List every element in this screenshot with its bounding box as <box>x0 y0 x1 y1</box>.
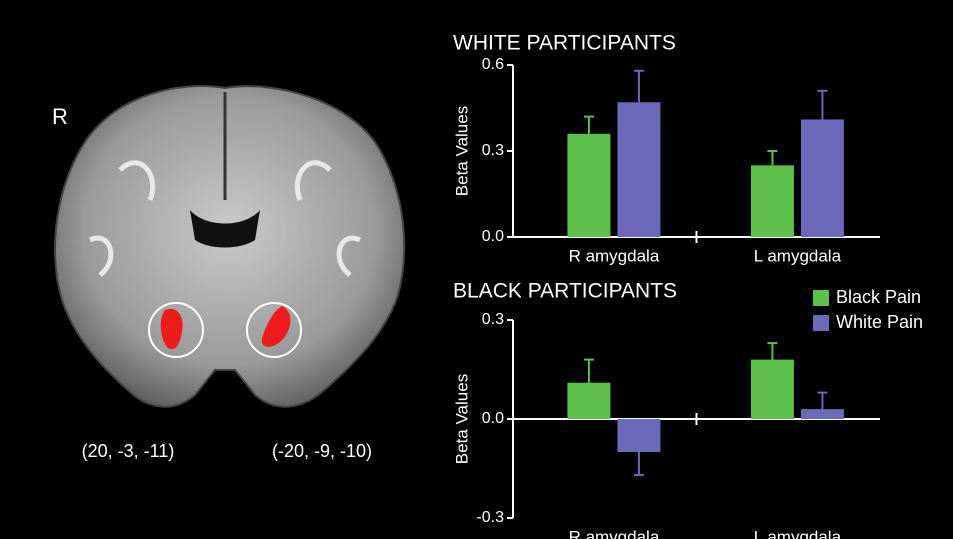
y-tick-label: 0.3 <box>482 311 504 328</box>
y-tick-label: 0.3 <box>482 142 504 159</box>
y-tick-label: 0.0 <box>482 228 504 245</box>
figure: R (20, -3, -11) (-20, -9, -10) WHITE PAR… <box>0 0 953 539</box>
y-axis-label: Beta Values <box>452 106 471 196</box>
x-tick-label: R amygdala <box>569 527 660 539</box>
chart-title: WHITE PARTICIPANTS <box>453 32 676 55</box>
y-tick-label: 0.6 <box>482 56 504 73</box>
x-tick-label: R amygdala <box>569 246 660 265</box>
coordinate-label: (20, -3, -11) <box>82 441 175 461</box>
bar <box>751 165 794 237</box>
y-axis-label: Beta Values <box>452 374 471 464</box>
x-tick-label: L amygdala <box>754 246 842 265</box>
bar <box>751 360 794 419</box>
legend-label: White Pain <box>836 312 923 332</box>
y-tick-label: -0.3 <box>476 509 504 526</box>
bar <box>567 383 610 419</box>
brain-image <box>55 86 404 407</box>
side-label: R <box>52 104 68 129</box>
bar <box>617 419 660 452</box>
bar <box>617 102 660 237</box>
y-tick-label: 0.0 <box>482 410 504 427</box>
x-tick-label: L amygdala <box>754 527 842 539</box>
legend-swatch <box>813 315 829 331</box>
chart-title: BLACK PARTICIPANTS <box>453 280 677 303</box>
bar <box>567 134 610 237</box>
legend-swatch <box>813 290 829 306</box>
bar <box>801 119 844 237</box>
bar <box>801 409 844 419</box>
coordinate-label: (-20, -9, -10) <box>272 441 372 461</box>
legend-label: Black Pain <box>836 287 921 307</box>
